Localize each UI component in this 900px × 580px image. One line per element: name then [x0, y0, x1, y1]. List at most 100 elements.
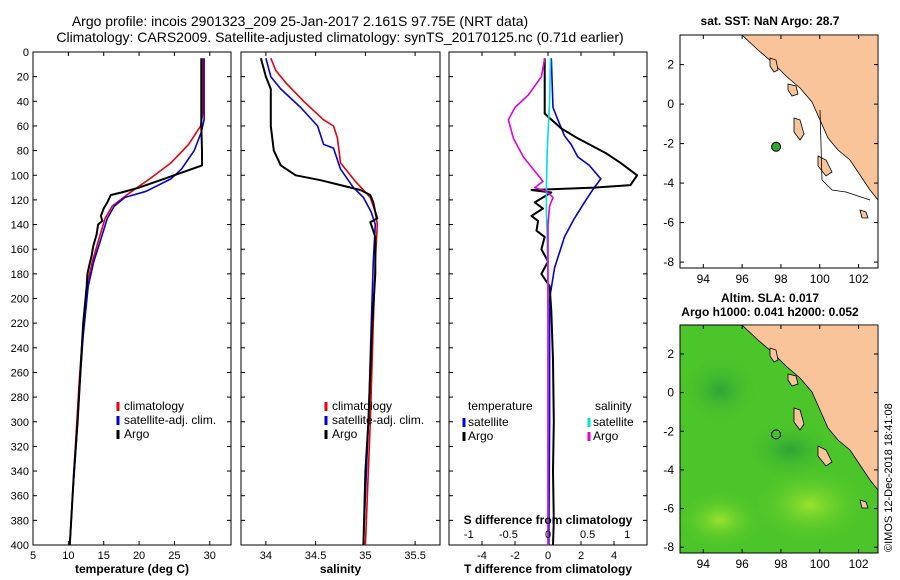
legend-label: satellite — [593, 415, 634, 429]
legend-label: Argo — [593, 429, 619, 443]
legend-label: satellite-adj. clim. — [124, 413, 216, 427]
siberut-island — [793, 117, 805, 141]
mentawai-island — [859, 499, 869, 509]
y-tick-label: 320 — [11, 441, 29, 453]
y-tick-label: 340 — [11, 466, 29, 478]
legend-label: Argo — [124, 427, 150, 441]
x-tick-label: 5 — [30, 550, 36, 562]
map-y-tick-label: -8 — [663, 540, 674, 554]
y-tick-label: 200 — [11, 294, 29, 306]
simeulue-island — [787, 83, 799, 97]
legend-label: satellite-adj. clim. — [332, 413, 424, 427]
x-tick-label: -4 — [477, 550, 487, 562]
legend-label: climatology — [124, 399, 184, 413]
x-tick-label: 0 — [545, 550, 551, 562]
y-tick-label: 360 — [11, 491, 29, 503]
y-tick-label: 400 — [11, 540, 29, 552]
y-tick-label: 300 — [11, 417, 29, 429]
map-x-tick-label: 100 — [810, 557, 830, 571]
map-y-tick-label: -6 — [663, 502, 674, 516]
map-x-tick-label: 98 — [774, 557, 788, 571]
series-line-climatology — [270, 57, 379, 546]
map-y-tick-label: -8 — [663, 255, 674, 269]
series-line-salinity-argo — [507, 58, 554, 545]
salinity-panel: 34 34.5 35 35.5 salinity climatologysatellite… — [240, 51, 441, 576]
legend-label: climatology — [332, 399, 392, 413]
y-tick-label: 220 — [11, 318, 29, 330]
argo-float-marker — [771, 141, 782, 152]
map-x-tick-label: 96 — [735, 272, 749, 286]
top-tick-label: 1 — [624, 529, 630, 541]
map2-title-line1: Altim. SLA: 0.017 — [721, 291, 819, 305]
siberut-island — [793, 407, 805, 431]
simeulue-island — [787, 373, 799, 387]
top-tick-label: 0 — [545, 529, 551, 541]
map-y-tick-label: -2 — [663, 424, 674, 438]
legend-label: satellite — [468, 415, 509, 429]
figure-title-line1: Argo profile: incois 2901323_209 25-Jan-… — [72, 13, 528, 29]
differences-panel: -4 -2 0 2 4T difference from climatology temp… — [448, 51, 648, 576]
series-line-satellite-adj-clim- — [265, 57, 377, 546]
sla-map — [675, 324, 879, 554]
map-y-tick-label: 2 — [667, 347, 674, 361]
series-line-climatology — [69, 58, 204, 546]
x-tick-label: 34.5 — [305, 550, 326, 562]
map-x-tick-label: 100 — [810, 272, 830, 286]
series-line-satellite-adj-clim- — [69, 58, 205, 546]
y-tick-label: 80 — [17, 146, 29, 158]
y-tick-label: 380 — [11, 515, 29, 527]
x-tick-label: 35 — [359, 550, 371, 562]
map-y-tick-label: -4 — [663, 176, 674, 190]
map-x-tick-label: 102 — [849, 557, 869, 571]
x-axis-label: T difference from climatology — [464, 562, 632, 576]
sla-high-anomaly — [675, 490, 765, 550]
legend-label: Argo — [468, 429, 494, 443]
nias-island — [769, 347, 779, 363]
x-axis-label: temperature (deg C) — [75, 562, 189, 576]
y-tick-label: 140 — [11, 220, 29, 232]
map-x-tick-label: 94 — [697, 557, 711, 571]
y-tick-label: 40 — [17, 96, 29, 108]
series-line-argo — [259, 57, 379, 546]
map-x-tick-label: 96 — [735, 557, 749, 571]
x-tick-label: 30 — [204, 550, 216, 562]
y-tick-label: 240 — [11, 343, 29, 355]
map-axes: 94 96 98 100 102 2 0 -2 -4 -6 -8 94 96 98 100 102 2 0 -2 -4… — [663, 35, 878, 571]
y-tick-label: 160 — [11, 244, 29, 256]
map-y-tick-label: -6 — [663, 216, 674, 230]
y-tick-label: 280 — [11, 392, 29, 404]
x-tick-label: 35.5 — [404, 550, 425, 562]
top-axis-label: S difference from climatology — [464, 513, 633, 527]
legend-title: salinity — [595, 399, 632, 413]
figure-title-line2: Climatology: CARS2009. Satellite-adjuste… — [56, 29, 623, 45]
sla-high-anomaly — [750, 465, 870, 545]
top-tick-label: -0.5 — [499, 529, 518, 541]
map2-title-line2: Argo h1000: 0.041 h2000: 0.052 — [681, 305, 859, 319]
map-x-tick-label: 94 — [697, 272, 711, 286]
map-y-tick-label: 2 — [667, 58, 674, 72]
x-tick-label: -2 — [510, 550, 520, 562]
top-tick-label: -1 — [464, 529, 474, 541]
map-y-tick-label: -4 — [663, 463, 674, 477]
map-y-tick-label: 0 — [667, 97, 674, 111]
imos-credit: ©IMOS 12-Dec-2018 18:41:08 — [883, 403, 895, 552]
map-y-tick-label: 0 — [667, 386, 674, 400]
map-x-tick-label: 98 — [774, 272, 788, 286]
x-tick-label: 34 — [260, 550, 272, 562]
sla-low-anomaly — [680, 355, 760, 425]
series-line-temperature-argo — [530, 58, 639, 546]
y-tick-label: 120 — [11, 195, 29, 207]
mentawai-island — [859, 209, 869, 219]
y-tick-label: 0 — [23, 47, 29, 59]
map1-title: sat. SST: NaN Argo: 28.7 — [701, 14, 840, 28]
x-tick-label: 15 — [98, 550, 110, 562]
y-tick-label: 100 — [11, 170, 29, 182]
y-tick-label: 180 — [11, 269, 29, 281]
legend-label: Argo — [332, 427, 358, 441]
sst-map — [679, 34, 879, 269]
series-line-argo — [68, 58, 203, 546]
temperature-panel: 0 20 40 60 80 100 120 140 160 180 200 220 240 260 280 3… — [11, 47, 232, 576]
legend-title: temperature — [468, 399, 533, 413]
x-tick-label: 4 — [611, 550, 617, 562]
